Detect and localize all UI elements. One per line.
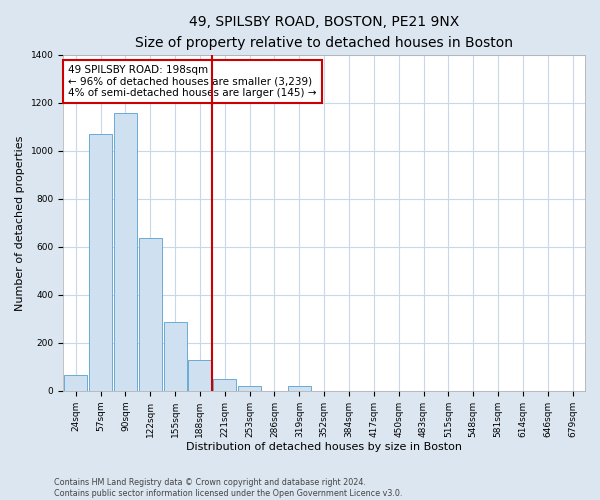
- Bar: [188, 360, 211, 391]
- Text: Contains HM Land Registry data © Crown copyright and database right 2024.
Contai: Contains HM Land Registry data © Crown c…: [54, 478, 403, 498]
- Bar: [139, 238, 161, 391]
- Bar: [64, 376, 87, 391]
- Bar: [214, 379, 236, 391]
- Y-axis label: Number of detached properties: Number of detached properties: [15, 135, 25, 310]
- Title: 49, SPILSBY ROAD, BOSTON, PE21 9NX
Size of property relative to detached houses : 49, SPILSBY ROAD, BOSTON, PE21 9NX Size …: [135, 15, 513, 50]
- Bar: [89, 134, 112, 391]
- Bar: [288, 386, 311, 391]
- Bar: [238, 386, 261, 391]
- Bar: [114, 112, 137, 391]
- Bar: [164, 322, 187, 391]
- Text: 49 SPILSBY ROAD: 198sqm
← 96% of detached houses are smaller (3,239)
4% of semi-: 49 SPILSBY ROAD: 198sqm ← 96% of detache…: [68, 65, 317, 98]
- X-axis label: Distribution of detached houses by size in Boston: Distribution of detached houses by size …: [186, 442, 462, 452]
